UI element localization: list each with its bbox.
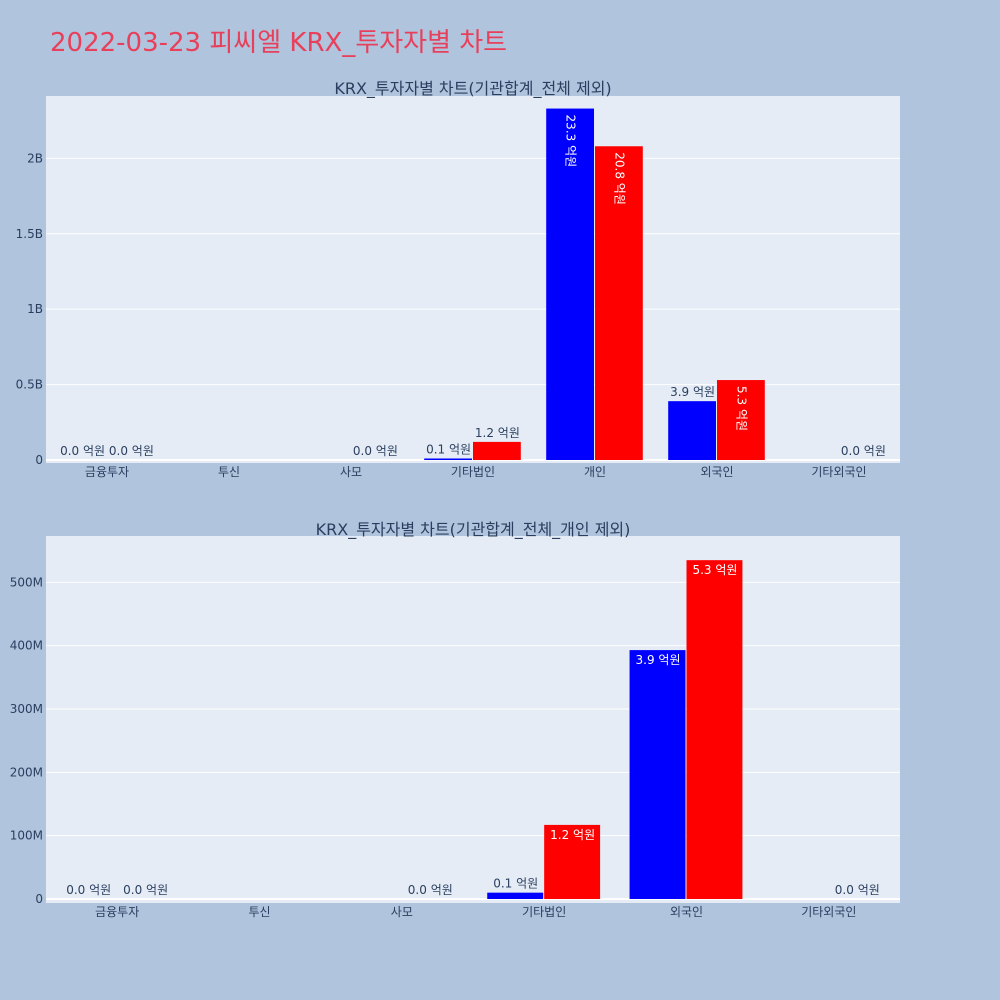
page-title: 2022-03-23 피씨엘 KRX_투자자별 차트 — [50, 28, 508, 58]
x-tick-label: 사모 — [391, 905, 413, 919]
y-tick-label: 500M — [10, 575, 43, 589]
data-label: 0.0 억원 — [408, 883, 453, 897]
chart-title: KRX_투자자별 차트(기관합계_전체_개인 제외) — [316, 520, 631, 540]
x-tick-label: 투신 — [218, 465, 240, 479]
bar — [629, 650, 686, 899]
x-tick-label: 기타법인 — [451, 465, 495, 479]
data-label: 3.9 억원 — [670, 385, 715, 399]
y-tick-label: 300M — [10, 702, 43, 716]
bar — [424, 458, 472, 460]
x-tick-label: 외국인 — [670, 905, 703, 919]
bar — [717, 380, 765, 460]
data-label: 0.1 억원 — [493, 877, 538, 891]
y-tick-label: 0 — [35, 453, 43, 467]
chart-title: KRX_투자자별 차트(기관합계_전체 제외) — [334, 79, 611, 99]
data-label: 20.8 억원 — [612, 152, 626, 205]
data-label: 5.3 억원 — [734, 386, 748, 431]
data-label: 0.0 억원 — [841, 444, 886, 458]
data-label: 0.0 억원 — [109, 444, 154, 458]
data-label: 23.3 억원 — [564, 115, 578, 168]
x-tick-label: 기타외국인 — [801, 905, 856, 919]
bar — [544, 824, 601, 899]
y-tick-label: 1B — [27, 302, 43, 316]
bar — [595, 146, 643, 460]
x-tick-label: 금융투자 — [85, 465, 129, 479]
data-label: 0.0 억원 — [353, 444, 398, 458]
bar — [668, 401, 716, 460]
bar — [487, 892, 544, 899]
x-tick-label: 사모 — [340, 465, 362, 479]
data-label: 0.0 억원 — [123, 883, 168, 897]
x-tick-label: 개인 — [584, 465, 606, 479]
data-label: 1.2 억원 — [550, 828, 595, 842]
y-tick-label: 0.5B — [16, 378, 43, 392]
bar — [546, 108, 594, 460]
data-label: 0.0 억원 — [835, 883, 880, 897]
bar — [473, 441, 521, 460]
y-tick-label: 200M — [10, 765, 43, 779]
y-tick-label: 400M — [10, 639, 43, 653]
data-label: 5.3 억원 — [692, 563, 737, 577]
bar — [686, 560, 743, 899]
data-label: 1.2 억원 — [475, 426, 520, 440]
y-tick-label: 1.5B — [16, 227, 43, 241]
chart-top: 0 0.5B 1B 1.5B 2B KRX_투자자별 차트(기관합계_전체 제외) 금융투자… — [16, 79, 900, 479]
x-tick-label: 외국인 — [700, 465, 733, 479]
data-label: 0.1 억원 — [426, 442, 471, 456]
data-label: 0.0 억원 — [66, 883, 111, 897]
y-tick-label: 100M — [10, 829, 43, 843]
y-tick-label: 2B — [27, 151, 43, 165]
data-label: 3.9 억원 — [636, 653, 681, 667]
x-tick-label: 금융투자 — [95, 905, 139, 919]
x-tick-label: 투신 — [248, 905, 270, 919]
x-tick-label: 기타법인 — [522, 905, 566, 919]
y-tick-label: 0 — [35, 892, 43, 906]
plot-area — [46, 536, 900, 903]
data-label: 0.0 억원 — [60, 444, 105, 458]
x-tick-label: 기타외국인 — [811, 465, 866, 479]
